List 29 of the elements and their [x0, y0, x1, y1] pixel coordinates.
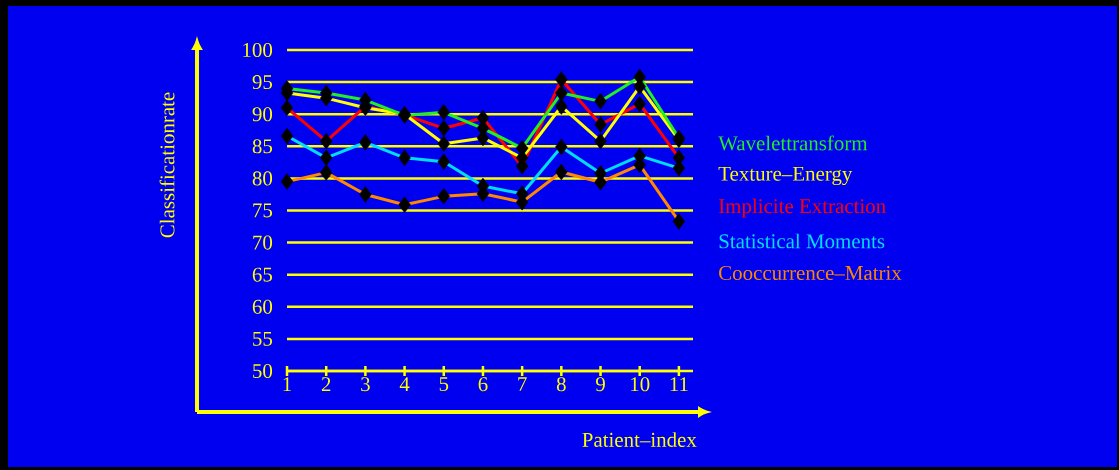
x-tick-label: 8 — [556, 377, 566, 392]
x-tick-label: 9 — [595, 377, 605, 392]
y-tick-label: 95 — [252, 75, 273, 90]
text: Texture–Energy — [718, 166, 853, 186]
x-tick-label: 1 — [283, 377, 291, 391]
y-tick-label: 100 — [243, 42, 273, 58]
x-tick-label: 7 — [518, 377, 527, 391]
y-tick-label: 85 — [252, 139, 273, 154]
y-tick-label: 60 — [252, 299, 273, 314]
text: Cooccurrence–Matrix — [719, 265, 902, 281]
y-tick-label: 80 — [252, 171, 273, 186]
y-tick-label: 75 — [253, 203, 273, 218]
x-tick-label: 10 — [631, 377, 650, 392]
y-tick-label: 55 — [253, 331, 273, 346]
y-tick-label: 50 — [253, 363, 273, 379]
y-tick-label: 70 — [253, 235, 273, 250]
x-tick-label: 3 — [361, 377, 370, 392]
x-tick-label: 5 — [439, 377, 449, 392]
text: Implicite Extraction — [718, 198, 886, 218]
y-axis-title: Classificationrate — [159, 92, 175, 238]
x-axis-title: Patient–index — [582, 432, 697, 447]
text: Statistical Moments — [719, 233, 885, 249]
x-tick-label: 6 — [478, 377, 488, 392]
y-tick-label: 65 — [252, 267, 273, 282]
x-tick-label: 2 — [321, 377, 331, 392]
series-label: Wavelettransform — [718, 135, 868, 151]
x-tick-label: 4 — [399, 377, 410, 391]
x-tick-label: 11 — [670, 377, 688, 391]
y-tick-label: 90 — [252, 107, 273, 122]
